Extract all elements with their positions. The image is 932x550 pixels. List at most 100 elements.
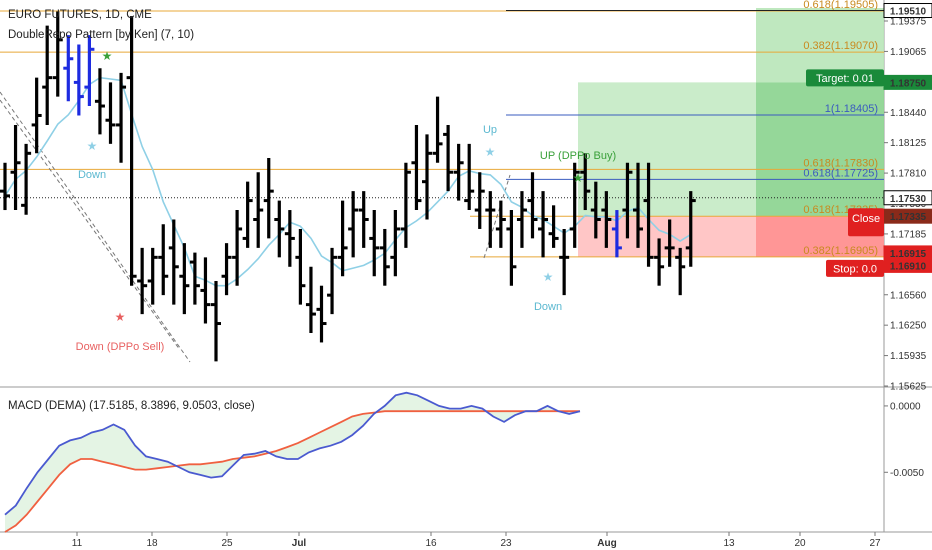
ohlc-bar[interactable] xyxy=(622,162,633,239)
price-tick-label: 1.15625 xyxy=(890,382,927,393)
ohlc-bar[interactable] xyxy=(284,210,295,267)
ohlc-bar[interactable] xyxy=(516,191,527,248)
ohlc-bar[interactable] xyxy=(643,162,654,267)
price-tag xyxy=(883,190,932,206)
ohlc-bar[interactable] xyxy=(464,143,475,211)
macd-tick-label: -0.0050 xyxy=(890,468,924,479)
ohlc-bar[interactable] xyxy=(611,210,622,258)
ohlc-bar[interactable] xyxy=(21,143,32,215)
ohlc-bar[interactable] xyxy=(73,44,84,116)
price-tag-label: 1.18750 xyxy=(890,78,927,89)
price-tick-label: 1.17185 xyxy=(890,229,927,240)
ohlc-bar[interactable] xyxy=(538,191,549,258)
ohlc-bar[interactable] xyxy=(548,205,559,248)
macd-title: MACD (DEMA) (17.5185, 8.3896, 9.0503, cl… xyxy=(8,400,255,412)
time-tick-label: 23 xyxy=(500,538,512,549)
ohlc-bar[interactable] xyxy=(305,266,316,333)
ohlc-bar[interactable] xyxy=(211,280,221,362)
ohlc-bar[interactable] xyxy=(232,210,243,286)
ohlc-bar[interactable] xyxy=(10,124,21,211)
ohlc-bar[interactable] xyxy=(358,191,369,248)
ohlc-bar[interactable] xyxy=(654,238,665,286)
ohlc-bar[interactable] xyxy=(84,35,95,107)
ohlc-bar[interactable] xyxy=(168,219,179,305)
ohlc-bar[interactable] xyxy=(559,228,570,296)
ohlc-bar[interactable] xyxy=(337,200,348,277)
ohlc-bar[interactable] xyxy=(675,247,686,296)
ohlc-bar[interactable] xyxy=(506,210,517,286)
ohlc-bar[interactable] xyxy=(495,200,506,248)
ohlc-bar[interactable] xyxy=(453,143,464,201)
ohlc-bar[interactable] xyxy=(63,35,74,102)
ohlc-bar[interactable] xyxy=(685,191,696,267)
ohlc-bar[interactable] xyxy=(369,210,380,277)
ohlc-bar[interactable] xyxy=(400,162,411,248)
ohlc-bar[interactable] xyxy=(527,172,538,239)
ohlc-bar[interactable] xyxy=(221,243,232,296)
ohlc-bar[interactable] xyxy=(633,162,643,248)
ohlc-bar[interactable] xyxy=(327,247,338,315)
pattern-annotation: UP (DPPo Buy) xyxy=(540,150,616,162)
ohlc-bar[interactable] xyxy=(432,96,443,163)
star-marker-icon: ★ xyxy=(485,145,496,159)
ohlc-bar[interactable] xyxy=(580,153,591,211)
ohlc-bar[interactable] xyxy=(474,172,485,229)
price-tag-label: 1.16910 xyxy=(890,261,927,272)
price-tick-label: 1.16560 xyxy=(890,290,927,301)
ohlc-bar[interactable] xyxy=(31,77,42,154)
ohlc-bar[interactable] xyxy=(316,285,327,343)
macd-tick-label: 0.0000 xyxy=(890,401,921,412)
fib-level-label: 0.618(1.17725) xyxy=(803,167,878,179)
ohlc-bar[interactable] xyxy=(200,257,211,324)
ohlc-bar[interactable] xyxy=(590,181,601,239)
time-tick-label: Aug xyxy=(597,538,616,549)
pattern-annotation: Down xyxy=(534,301,562,313)
fib-level-label: 1(1.18405) xyxy=(825,103,878,115)
close-badge xyxy=(848,208,884,237)
ohlc-bar[interactable] xyxy=(0,162,10,211)
ohlc-bar[interactable] xyxy=(274,200,285,258)
ohlc-bar[interactable] xyxy=(158,224,169,296)
ohlc-bar[interactable] xyxy=(601,191,612,248)
ohlc-bar[interactable] xyxy=(116,72,127,163)
ohlc-bar[interactable] xyxy=(664,219,675,267)
pattern-annotation: Up xyxy=(483,124,497,136)
ohlc-bar[interactable] xyxy=(348,191,359,258)
stop-label: Stop: 0.0 xyxy=(833,263,877,275)
price-tick-label: 1.17810 xyxy=(890,169,927,180)
ohlc-bar[interactable] xyxy=(390,210,401,277)
ohlc-bar[interactable] xyxy=(42,25,53,125)
ohlc-bar[interactable] xyxy=(52,11,63,97)
price-tick-label: 1.16250 xyxy=(890,321,927,332)
macd-line xyxy=(4,391,581,516)
ohlc-bar[interactable] xyxy=(179,243,190,315)
ohlc-bar[interactable] xyxy=(422,134,432,220)
ohlc-bar[interactable] xyxy=(242,181,253,248)
ohlc-bar[interactable] xyxy=(485,191,496,248)
ohlc-bar[interactable] xyxy=(295,228,306,305)
ohlc-bar[interactable] xyxy=(126,16,137,286)
ohlc-bar[interactable] xyxy=(137,247,148,315)
ohlc-bar[interactable] xyxy=(569,162,580,248)
price-tick-label: 1.15935 xyxy=(890,351,927,362)
ohlc-bar[interactable] xyxy=(411,124,422,211)
time-tick-label: 16 xyxy=(425,538,437,549)
price-tag-label: 1.17530 xyxy=(890,194,927,205)
ohlc-bar[interactable] xyxy=(189,252,200,305)
ohlc-bar[interactable] xyxy=(147,247,158,305)
fib-level-label: 0.382(1.19070) xyxy=(803,40,878,52)
ohlc-bar[interactable] xyxy=(263,158,274,239)
pattern-annotation: Down xyxy=(78,169,106,181)
ohlc-bar[interactable] xyxy=(105,82,116,144)
ohlc-bar[interactable] xyxy=(253,172,264,248)
time-tick-label: 18 xyxy=(146,538,158,549)
ohlc-bar[interactable] xyxy=(94,68,105,135)
ohlc-bar[interactable] xyxy=(379,228,390,286)
fib-level-label: 0.618(1.17830) xyxy=(803,157,878,169)
star-marker-icon: ★ xyxy=(573,171,584,185)
price-tick-label: 1.19065 xyxy=(890,47,927,58)
indicator-title: DoubleRepo Pattern [by Ken] (7, 10) xyxy=(8,29,194,41)
ohlc-bar[interactable] xyxy=(443,124,454,192)
stop-badge xyxy=(826,259,884,277)
